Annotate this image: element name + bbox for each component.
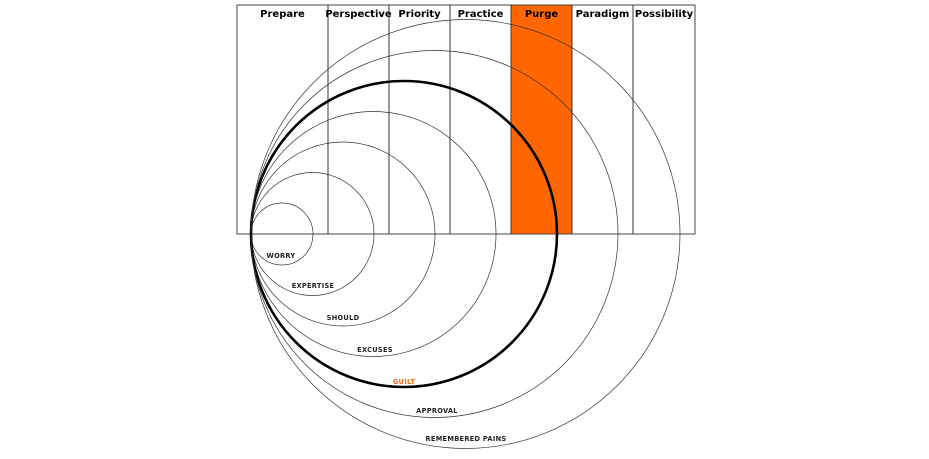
stage-header-practice: Practice xyxy=(458,9,504,20)
stage-header-priority: Priority xyxy=(398,9,441,20)
ring-label-excuses: EXCUSES xyxy=(357,346,393,354)
stage-column-priority xyxy=(388,4,451,235)
ring-labels: WORRY EXPERTISE SHOULD EXCUSES GUILT APPROVAL… xyxy=(267,252,507,443)
stage-column-possibility xyxy=(632,4,696,235)
stage-column-purge xyxy=(510,4,573,235)
stage-column-paradigm xyxy=(571,4,634,235)
ring-label-should: SHOULD xyxy=(327,314,360,322)
stage-column-practice xyxy=(449,4,512,235)
ring-label-remembered-pains: REMEMBERED PAINS xyxy=(426,435,507,443)
stage-header-purge: Purge xyxy=(525,9,559,20)
stage-column-perspective xyxy=(327,4,390,235)
stage-column-prepare xyxy=(236,4,329,235)
concentric-circles xyxy=(249,19,681,449)
ring-label-worry: WORRY xyxy=(267,252,296,260)
stage-header-paradigm: Paradigm xyxy=(576,9,630,20)
stage-header-perspective: Perspective xyxy=(325,9,392,20)
stage-columns: Prepare Perspective Priority Practice Purge P… xyxy=(236,4,696,235)
ring-label-approval: APPROVAL xyxy=(416,407,458,415)
stage-header-prepare: Prepare xyxy=(260,9,305,20)
ring-circle-remembered-pains xyxy=(250,19,681,449)
stage-header-possibility: Possibility xyxy=(635,9,694,20)
ring-label-guilt: GUILT xyxy=(393,378,416,386)
ring-label-expertise: EXPERTISE xyxy=(292,282,335,290)
